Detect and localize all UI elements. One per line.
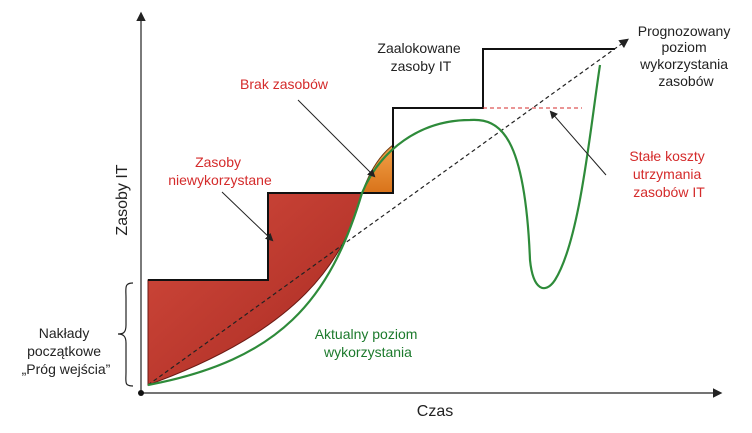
initial-costs-label: Nakłady początkowe „Próg wejścia” bbox=[22, 325, 111, 377]
actual-usage-label: Aktualny poziom wykorzystania bbox=[315, 326, 422, 360]
shortage-label: Brak zasobów bbox=[240, 76, 329, 92]
initial-costs-brace bbox=[117, 282, 134, 387]
unused-label: Zasoby niewykorzystane bbox=[168, 154, 272, 188]
fixed-costs-label: Stałe koszty utrzymania zasobów IT bbox=[629, 148, 708, 200]
allocated-label: Zaalokowane zasoby IT bbox=[377, 40, 464, 74]
allocated-resources-line bbox=[148, 48, 615, 281]
fixed-costs-pointer-arrow bbox=[549, 110, 607, 176]
actual-usage-curve bbox=[147, 64, 602, 387]
x-axis-label: Czas bbox=[417, 403, 453, 420]
forecast-usage-line bbox=[147, 38, 629, 386]
y-axis-label: Zasoby IT bbox=[114, 164, 131, 235]
forecast-label: Prognozowany poziom wykorzystania zasobó… bbox=[638, 23, 735, 89]
origin-dot bbox=[138, 390, 144, 396]
unused-pointer-arrow bbox=[221, 191, 274, 242]
shortage-pointer-arrow bbox=[297, 99, 376, 178]
